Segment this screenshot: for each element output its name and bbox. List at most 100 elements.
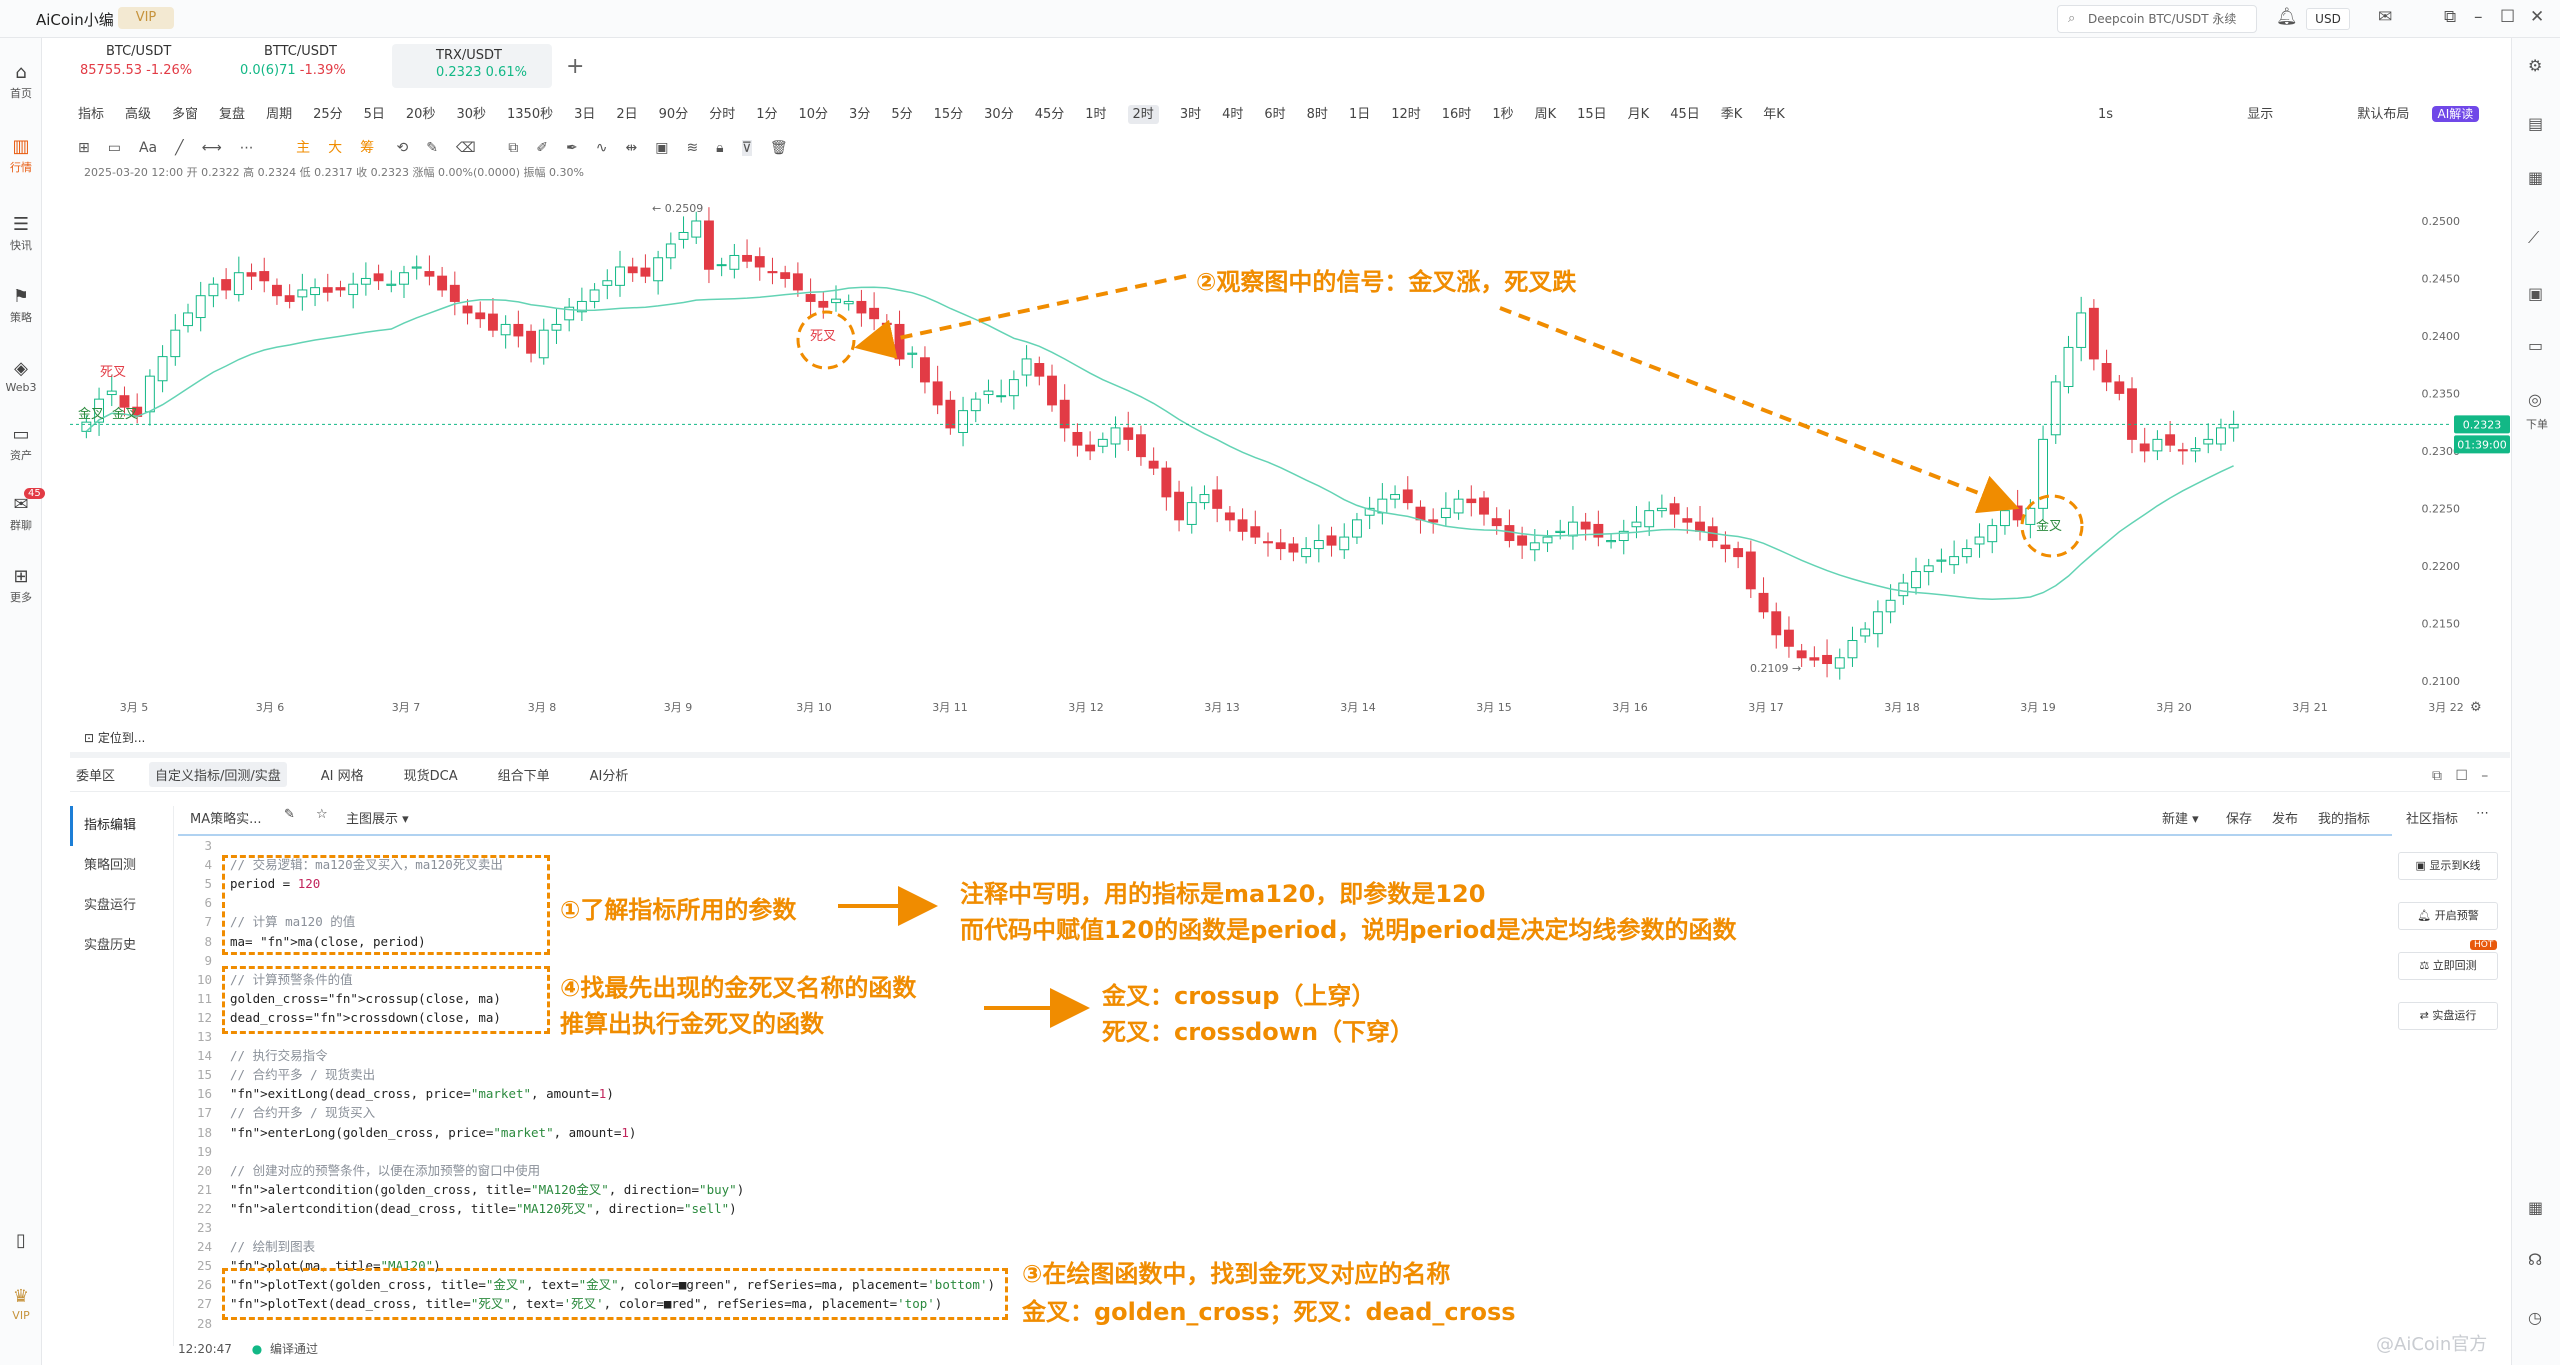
ticker-tab[interactable]: BTC/USDT 85755.53 -1.26% (80, 44, 192, 88)
period-6[interactable]: 5日 (363, 107, 385, 122)
dots-icon[interactable]: ⋯ (239, 140, 254, 156)
period-34[interactable]: 45日 (1670, 107, 1700, 122)
code-line[interactable]: 10 // 计算预警条件的值 (178, 970, 353, 989)
period-1[interactable]: 高级 (125, 107, 152, 122)
period-2[interactable]: 多窗 (172, 107, 199, 122)
enable-alert-button[interactable]: 🔔︎ 开启预警 (2398, 902, 2498, 930)
code-line[interactable]: 12 dead_cross="fn">crossdown(close, ma) (178, 1008, 501, 1027)
period-10[interactable]: 3日 (574, 107, 596, 122)
edit-icon[interactable]: ✎ (284, 807, 295, 822)
headset-icon[interactable]: ☊ (2528, 1250, 2543, 1269)
popout-icon[interactable]: ⧉ (2444, 7, 2457, 27)
period-29[interactable]: 16时 (1441, 107, 1472, 122)
measure-icon[interactable]: ⇹ (625, 140, 638, 156)
tool-icon[interactable]: ⚙ (2528, 56, 2543, 75)
period-36[interactable]: 年K (1763, 107, 1785, 122)
panel-tab-1[interactable]: 自定义指标/回测/实盘 (149, 762, 287, 787)
period-3[interactable]: 复盘 (219, 107, 246, 122)
code-line[interactable]: 8 ma= "fn">ma(close, period) (178, 932, 425, 951)
code-line[interactable]: 20 // 创建对应的预警条件，以便在添加预警的窗口中使用 (178, 1161, 540, 1180)
more-icon[interactable]: ⋯ (2476, 806, 2489, 821)
code-line[interactable]: 6 (178, 893, 230, 912)
code-line[interactable]: 17 // 合约开多 / 现货买入 (178, 1103, 375, 1122)
rail-item-strategy[interactable]: ⚑ 策略 (0, 286, 42, 325)
order-label[interactable]: 下单 (2526, 418, 2548, 431)
period-31[interactable]: 周K (1534, 107, 1557, 122)
code-editor[interactable]: 3 4 // 交易逻辑：ma120金叉买入，ma120死叉卖出 5 period = 1… (178, 836, 2378, 1346)
period-9[interactable]: 1350秒 (507, 107, 554, 122)
chart-canvas[interactable]: 0.2500 0.2450 0.2400 0.2350 0.2300 0.2250 0.22… (70, 178, 2510, 718)
code-line[interactable]: 15 // 合约平多 / 现货卖出 (178, 1065, 375, 1084)
period-15[interactable]: 10分 (798, 107, 829, 122)
trash-icon[interactable]: 🗑︎ (769, 140, 788, 156)
doc-icon[interactable]: ▤ (2528, 114, 2544, 133)
period-22[interactable]: 2时 (1127, 105, 1159, 124)
pen-icon[interactable]: ✎ (426, 140, 439, 156)
live-run-button[interactable]: ⇄ 实盘运行 (2398, 1002, 2498, 1030)
minimize-icon[interactable]: – (2481, 768, 2489, 784)
speed-button[interactable]: 1s (2098, 107, 2114, 122)
trend-icon[interactable]: ⟋ (2528, 228, 2540, 247)
period-19[interactable]: 30分 (984, 107, 1014, 122)
clock-icon[interactable]: ◷ (2528, 1308, 2542, 1327)
period-17[interactable]: 5分 (891, 107, 913, 122)
period-28[interactable]: 12时 (1391, 107, 1421, 122)
text-icon[interactable]: Aa (138, 140, 158, 156)
maximize-icon[interactable]: ☐ (2455, 768, 2468, 784)
star-icon[interactable]: ☆ (316, 807, 328, 822)
new-button[interactable]: 新建 ▾ (2162, 812, 2199, 827)
popout-icon[interactable]: ⧉ (2432, 768, 2442, 784)
show-on-kline-button[interactable]: ▣ 显示到K线 (2398, 852, 2498, 880)
code-line[interactable]: 3 (178, 836, 230, 855)
rail-item-web3[interactable]: ◈ Web3 (0, 358, 42, 394)
copy-icon[interactable]: ⧉ (508, 140, 519, 156)
panel-tab-2[interactable]: AI 网格 (320, 769, 364, 784)
brush-icon[interactable]: ✒ (566, 140, 578, 156)
code-line[interactable]: 22 "fn">alertcondition(dead_cross, title=… (178, 1199, 737, 1218)
eraser-icon[interactable]: ⌫ (456, 140, 476, 156)
publish-button[interactable]: 发布 (2272, 812, 2299, 827)
period-14[interactable]: 1分 (756, 107, 778, 122)
code-line[interactable]: 27 "fn">plotText(dead_cross, title="死叉", … (178, 1294, 942, 1313)
pencil-icon[interactable]: ✐ (536, 140, 548, 156)
crosshair-icon[interactable]: ⊞ (78, 140, 90, 156)
menu-item-2[interactable]: 实盘运行 (84, 898, 137, 913)
display-button[interactable]: 显示 (2247, 107, 2274, 122)
code-line[interactable]: 19 (178, 1142, 230, 1161)
snapshot-icon[interactable]: ▣ (655, 140, 669, 156)
code-line[interactable]: 11 golden_cross="fn">crossup(close, ma) (178, 989, 501, 1008)
filter-icon[interactable]: ⊽ (741, 140, 752, 156)
minimize-icon[interactable]: – (2474, 7, 2483, 27)
locate-button[interactable]: ⊡ 定位到... (84, 731, 146, 745)
code-line[interactable]: 24 // 绘制到图表 (178, 1237, 315, 1256)
period-12[interactable]: 90分 (658, 107, 689, 122)
my-indicators-button[interactable]: 我的指标 (2318, 812, 2371, 827)
bell-icon[interactable]: 🔔︎ (2276, 7, 2298, 27)
magnet-icon[interactable]: ⟲ (396, 140, 409, 156)
code-line[interactable]: 18 "fn">enterLong(golden_cross, price="ma… (178, 1123, 636, 1142)
rail-item-wallet[interactable]: ▭ 资产 (0, 424, 42, 463)
period-33[interactable]: 月K (1627, 107, 1650, 122)
chart-icon[interactable]: ▣ (2528, 284, 2544, 303)
wallet-icon[interactable]: ▭ (2528, 336, 2544, 355)
big-button[interactable]: 大 (328, 140, 343, 156)
currency-select[interactable]: USD (2306, 8, 2350, 30)
panel-divider[interactable] (70, 752, 2510, 758)
display-mode-select[interactable]: 主图展示 ▾ (346, 812, 409, 827)
period-4[interactable]: 周期 (266, 107, 293, 122)
code-line[interactable]: 13 (178, 1027, 230, 1046)
code-line[interactable]: 5 period = 120 (178, 874, 320, 893)
period-26[interactable]: 8时 (1306, 107, 1328, 122)
price-chart[interactable]: 0.2500 0.2450 0.2400 0.2350 0.2300 0.2250 0.22… (70, 178, 2510, 718)
panel-tab-3[interactable]: 现货DCA (403, 769, 458, 784)
maximize-icon[interactable]: ☐ (2500, 7, 2516, 27)
period-23[interactable]: 3时 (1179, 107, 1202, 122)
period-32[interactable]: 15日 (1577, 107, 1607, 122)
indicator-name[interactable]: MA策略实... (190, 812, 262, 827)
period-0[interactable]: 指标 (78, 107, 105, 122)
rail-item-news[interactable]: ☰ 快讯 (0, 214, 42, 253)
backtest-button[interactable]: ⚖ 立即回测 (2398, 952, 2498, 980)
code-line[interactable]: 9 (178, 951, 230, 970)
chou-button[interactable]: 筹 (360, 140, 375, 156)
main-button[interactable]: 主 (296, 140, 311, 156)
